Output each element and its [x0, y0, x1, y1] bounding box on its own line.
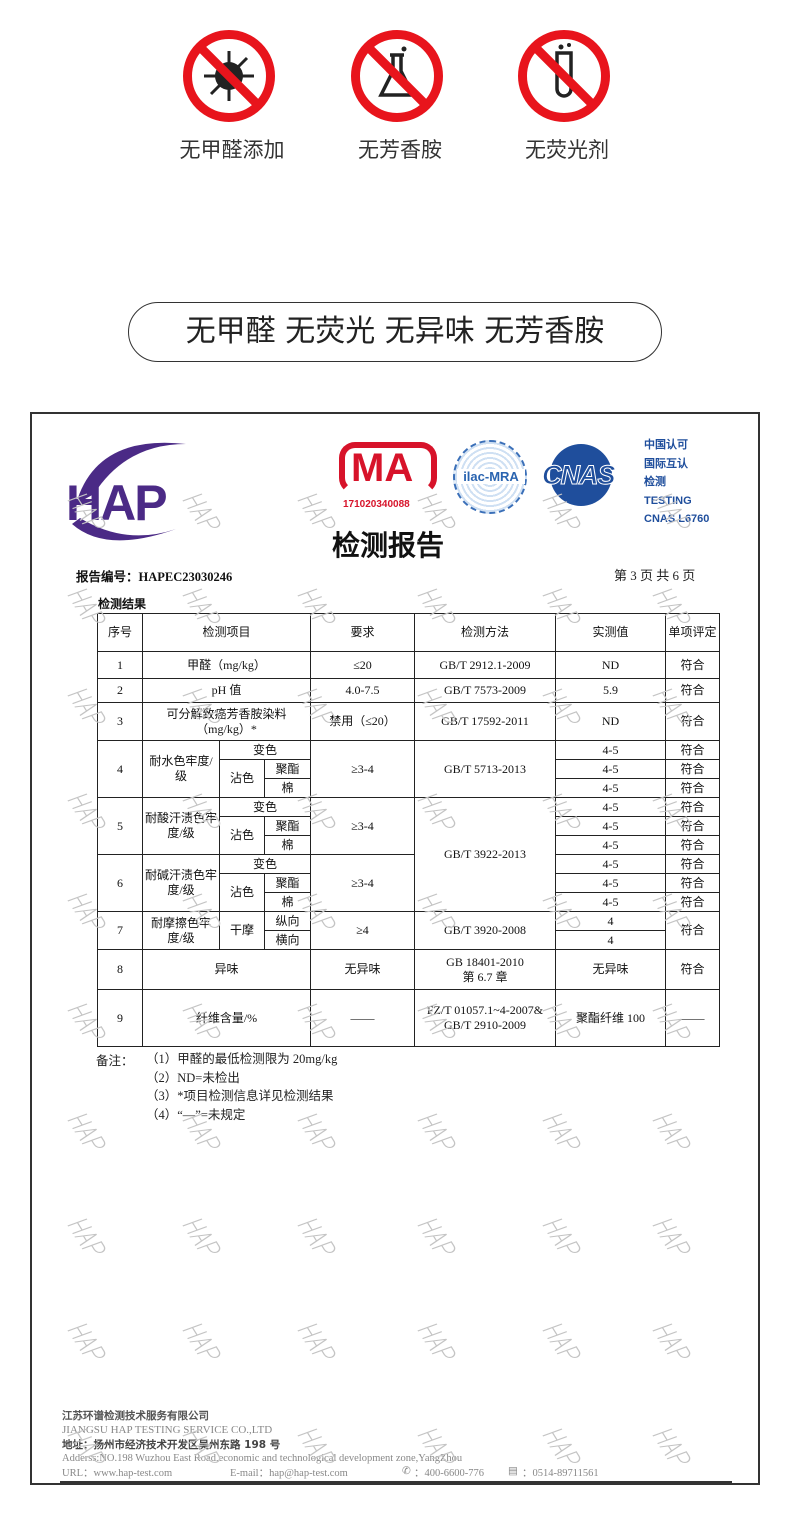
phone-icon: ✆: [402, 1466, 411, 1477]
table-row: 1 甲醛（mg/kg） ≤20 GB/T 2912.1-2009 ND 符合: [97, 651, 720, 679]
hap-watermark: [182, 1323, 221, 1358]
hap-watermark: [297, 493, 336, 528]
table-header: 序号 检测项目 要求 检测方法 实测值 单项评定: [97, 613, 720, 652]
page-indicator: 第 3 页 共 6 页: [614, 568, 696, 583]
hap-watermark: [67, 1113, 106, 1148]
footer-fax: ：0514-89711561: [522, 1468, 599, 1479]
footer-email[interactable]: E-mail：hap@hap-test.com: [230, 1468, 348, 1479]
accreditation-text: 中国认可 国际互认 检测 TESTING CNAS L6760: [644, 439, 710, 525]
report-number: 报告编号：HAPEC23030246: [76, 570, 233, 584]
footer: 江苏环谱检测技术服务有限公司 JIANGSU HAP TESTING SERVI…: [62, 1410, 599, 1479]
cnas-logo: CNAS: [542, 444, 630, 514]
section-title: 检测结果: [98, 597, 147, 611]
feature-label: 无芳香胺: [358, 138, 442, 162]
table-row: 7 耐摩擦色牢度/级 干摩 纵向 ≥4 GB/T 3920-2008 4 符合: [97, 911, 720, 950]
notes: （1）甲醛的最低检测限为 20mg/kg （2）ND=未检出 （3）*项目检测信…: [146, 1052, 338, 1122]
hap-watermark: [67, 1323, 106, 1358]
results-table: 序号 检测项目 要求 检测方法 实测值 单项评定 1 甲醛（mg/kg） ≤20 GB…: [97, 613, 720, 1047]
hap-watermark: [417, 1218, 456, 1253]
table-row: 6 耐碱汗渍色牢度/级 变色 ≥3-4 4-5 符合: [97, 854, 720, 912]
feature-label: 无甲醛添加: [179, 138, 285, 162]
footer-url[interactable]: URL：www.hap-test.com: [62, 1468, 173, 1479]
hap-watermark: [652, 1323, 691, 1358]
fax-icon: ▤: [508, 1466, 518, 1477]
ilac-mra-logo: ilac-MRA: [453, 440, 527, 514]
hap-watermark: [542, 1323, 581, 1358]
table-row: 8 异味 无异味 GB 18401-2010 第 6.7 章无异味 符合: [97, 949, 720, 990]
no-formaldehyde-icon: [183, 30, 275, 122]
footer-phone: ：400-6600-776: [414, 1468, 484, 1479]
report-title: 检测报告: [332, 529, 445, 562]
table-row: 4 耐水色牢度/级 变色 ≥3-4 GB/T 5713-2013 4-5 符合: [97, 740, 720, 798]
test-report: HAP MA 171020340088 ilac-MRA CNAS 中国认可 国…: [30, 412, 760, 1485]
table-row: 5 耐酸汗渍色牢度/级 变色 ≥3-4 GB/T 3922-2013 4-5 符合: [97, 797, 720, 912]
hap-watermark: [417, 1323, 456, 1358]
no-fluorescent-agent-icon: [518, 30, 610, 122]
no-aromatic-amine-icon: [351, 30, 443, 122]
hap-watermark: [182, 1218, 221, 1253]
feature-label: 无荧光剂: [525, 138, 609, 162]
notes-label: 备注：: [96, 1054, 134, 1068]
table-row: 2 pH 值 4.0-7.5 GB/T 7573-2009 5.9 符合: [97, 678, 720, 703]
cma-logo: MA 171020340088: [335, 442, 441, 516]
hap-watermark: [652, 1218, 691, 1253]
hap-watermark: [542, 1113, 581, 1148]
footer-divider: [60, 1481, 732, 1483]
hap-watermark: [297, 1323, 336, 1358]
hap-watermark: [67, 1218, 106, 1253]
hap-watermark: [417, 1113, 456, 1148]
hap-watermark: [652, 1113, 691, 1148]
feature-banner: 无甲醛 无荧光 无异味 无芳香胺: [128, 302, 662, 362]
table-row: 3 可分解致癌芳香胺染料（mg/kg）* 禁用（≤20） GB/T 17592-201…: [97, 702, 720, 741]
hap-watermark: [297, 1218, 336, 1253]
hap-logo: HAP: [66, 434, 206, 549]
table-row: 9 纤维含量/% —— FZ/T 01057.1~4-2007& GB/T 2910-…: [97, 989, 720, 1047]
hap-watermark: [542, 1218, 581, 1253]
